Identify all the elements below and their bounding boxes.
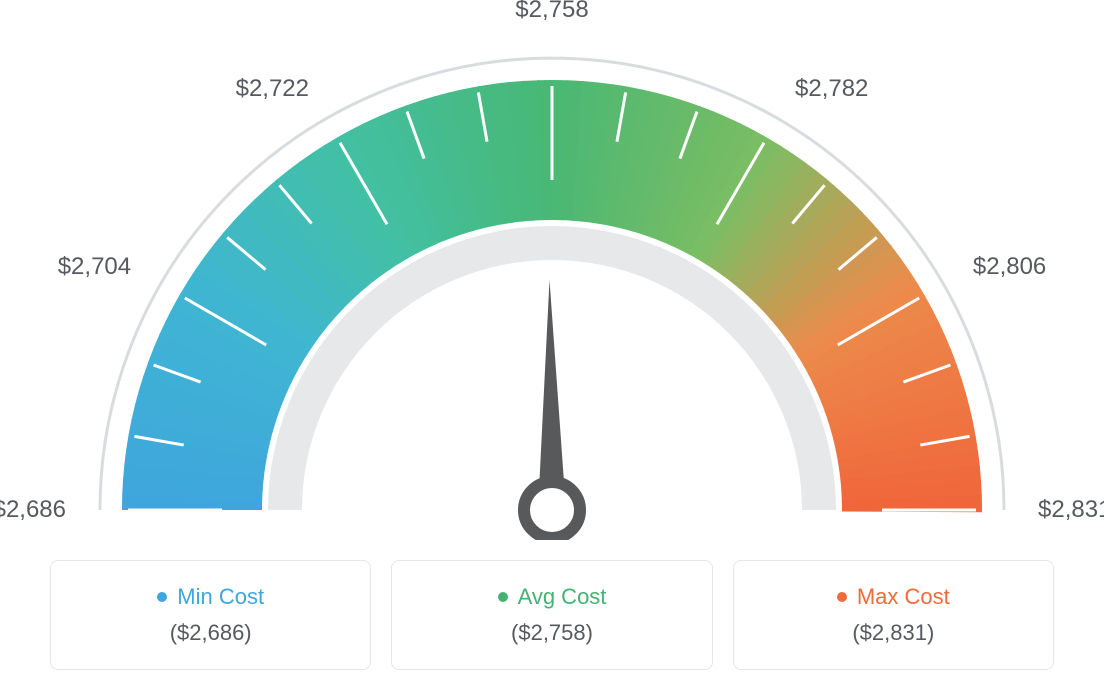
- legend-title-max: Max Cost: [837, 584, 950, 610]
- dot-icon: [157, 592, 167, 602]
- legend-value-avg: ($2,758): [511, 620, 593, 646]
- gauge-tick-label: $2,806: [973, 253, 1046, 281]
- dot-icon: [498, 592, 508, 602]
- gauge-chart: $2,686 $2,704 $2,722 $2,758 $2,782 $2,806 $2,8…: [0, 0, 1104, 540]
- legend-card-min: Min Cost ($2,686): [50, 560, 371, 670]
- legend-title-avg: Avg Cost: [498, 584, 607, 610]
- dot-icon: [837, 592, 847, 602]
- gauge-svg: [0, 0, 1104, 540]
- gauge-tick-label: $2,831: [1038, 496, 1104, 524]
- legend-title-min: Min Cost: [157, 584, 264, 610]
- legend-label-avg: Avg Cost: [518, 584, 607, 610]
- gauge-tick-label: $2,758: [515, 0, 588, 24]
- gauge-tick-label: $2,704: [58, 253, 131, 281]
- gauge-tick-label: $2,722: [236, 75, 309, 103]
- legend-value-min: ($2,686): [170, 620, 252, 646]
- legend-card-avg: Avg Cost ($2,758): [391, 560, 712, 670]
- gauge-tick-label: $2,782: [795, 75, 868, 103]
- legend-row: Min Cost ($2,686) Avg Cost ($2,758) Max …: [50, 560, 1054, 670]
- legend-card-max: Max Cost ($2,831): [733, 560, 1054, 670]
- legend-label-max: Max Cost: [857, 584, 950, 610]
- legend-value-max: ($2,831): [852, 620, 934, 646]
- legend-label-min: Min Cost: [177, 584, 264, 610]
- gauge-tick-label: $2,686: [0, 496, 66, 524]
